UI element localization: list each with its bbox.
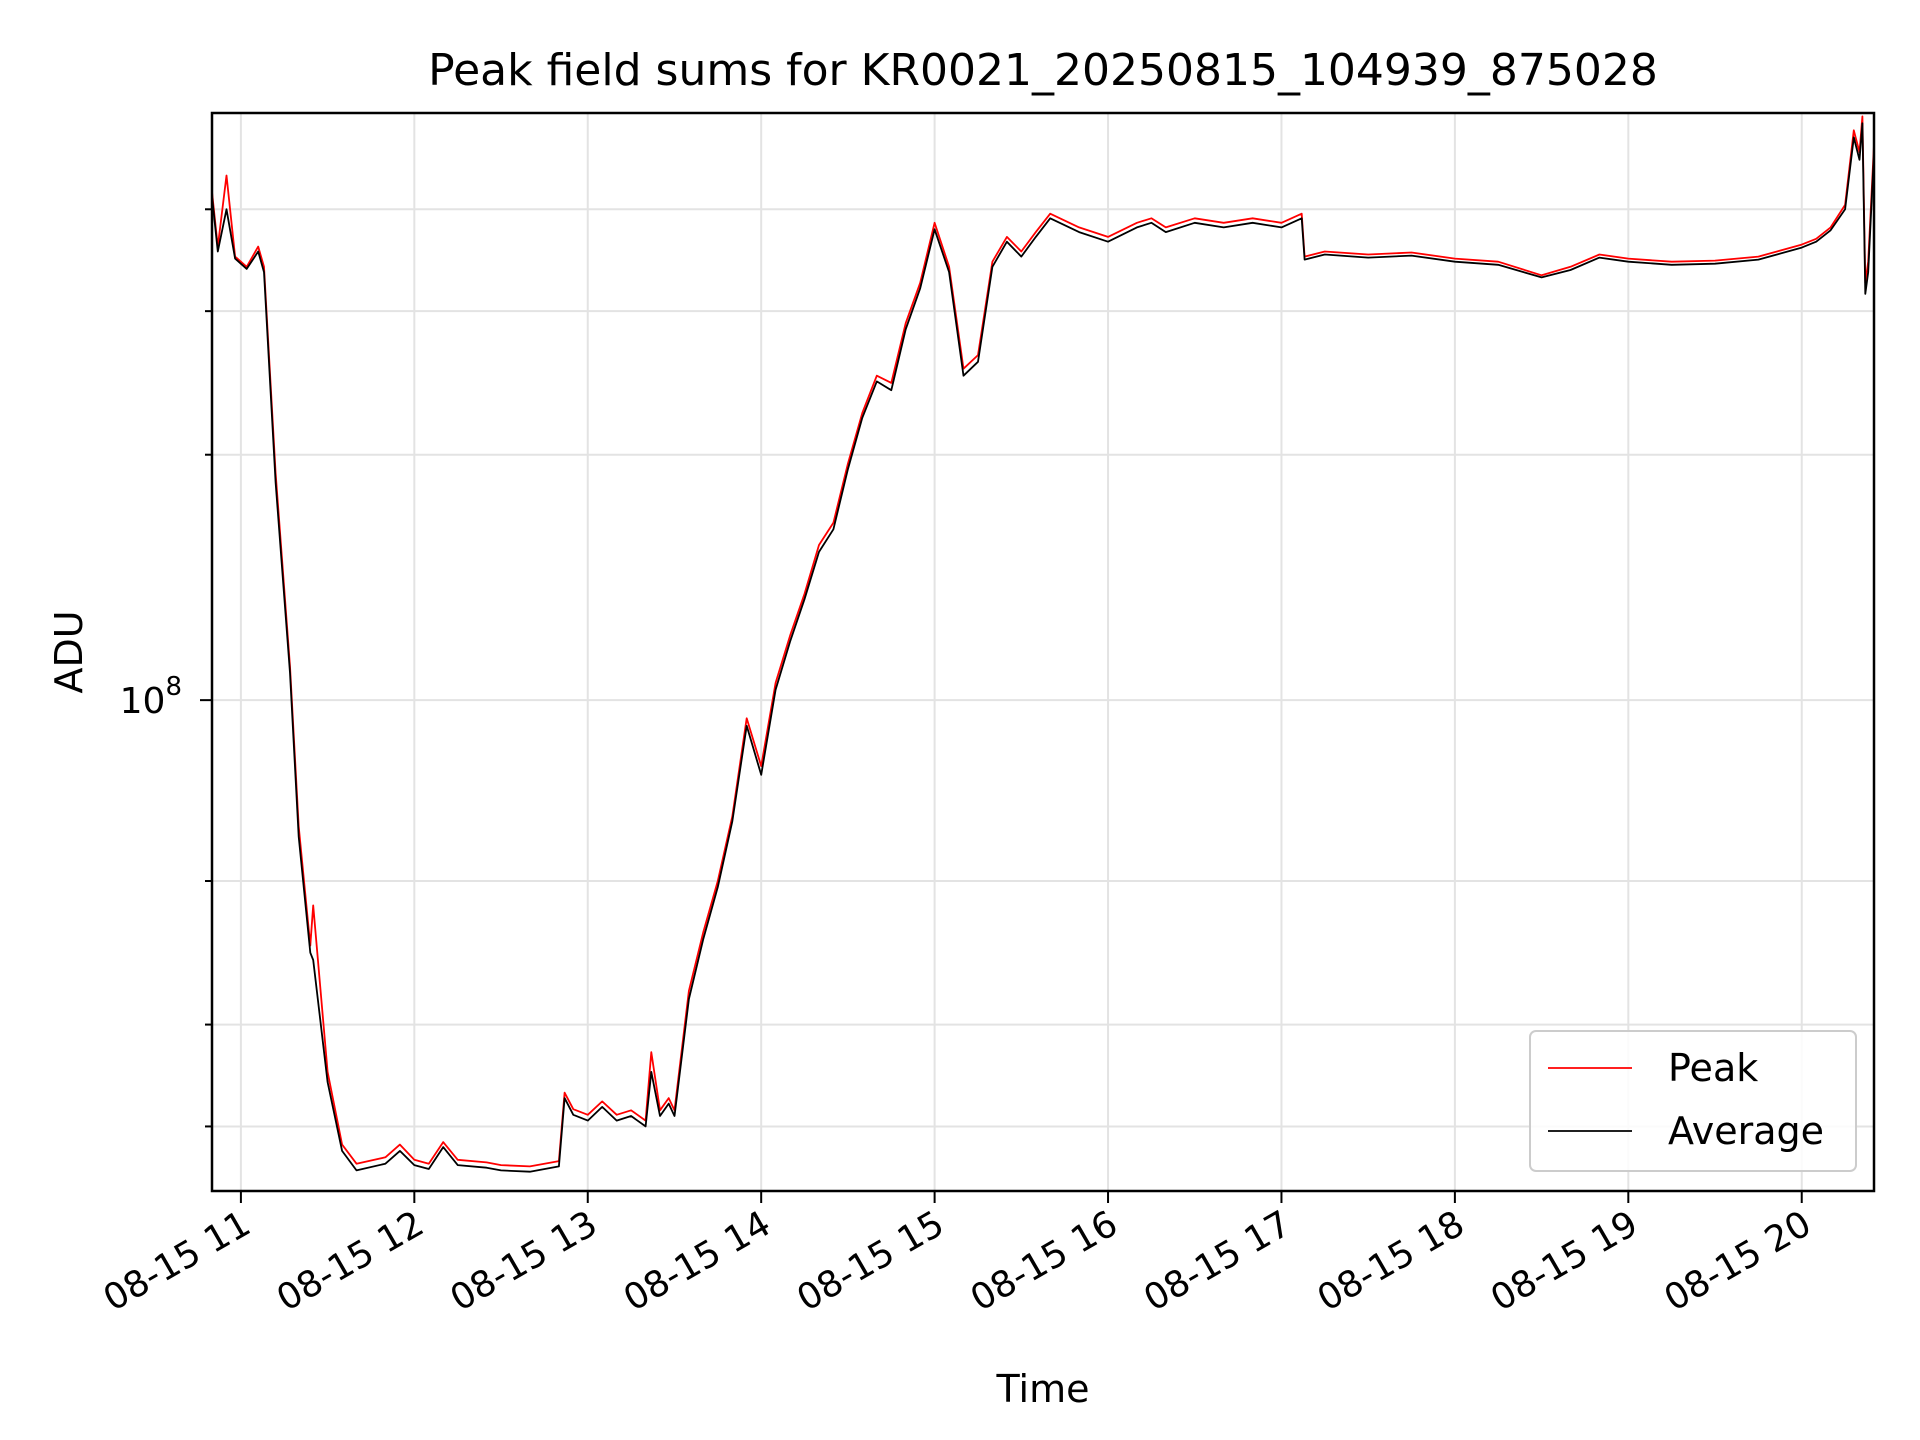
y-tick-label: 108	[120, 672, 182, 722]
legend-peak-label: Peak	[1668, 1046, 1758, 1090]
legend: Peak Average	[1529, 1030, 1857, 1172]
grid	[212, 113, 1874, 1191]
plot-frame	[210, 111, 1876, 1193]
series-line-peak	[211, 115, 1875, 1168]
series-layer	[211, 115, 1875, 1173]
y-axis-label: ADU	[47, 610, 91, 693]
legend-box	[1529, 1030, 1857, 1172]
chart-title: Peak field sums for KR0021_20250815_1049…	[428, 45, 1658, 96]
legend-average-label: Average	[1668, 1109, 1824, 1153]
x-axis-label: Time	[996, 1367, 1090, 1411]
series-line-average	[211, 122, 1875, 1173]
